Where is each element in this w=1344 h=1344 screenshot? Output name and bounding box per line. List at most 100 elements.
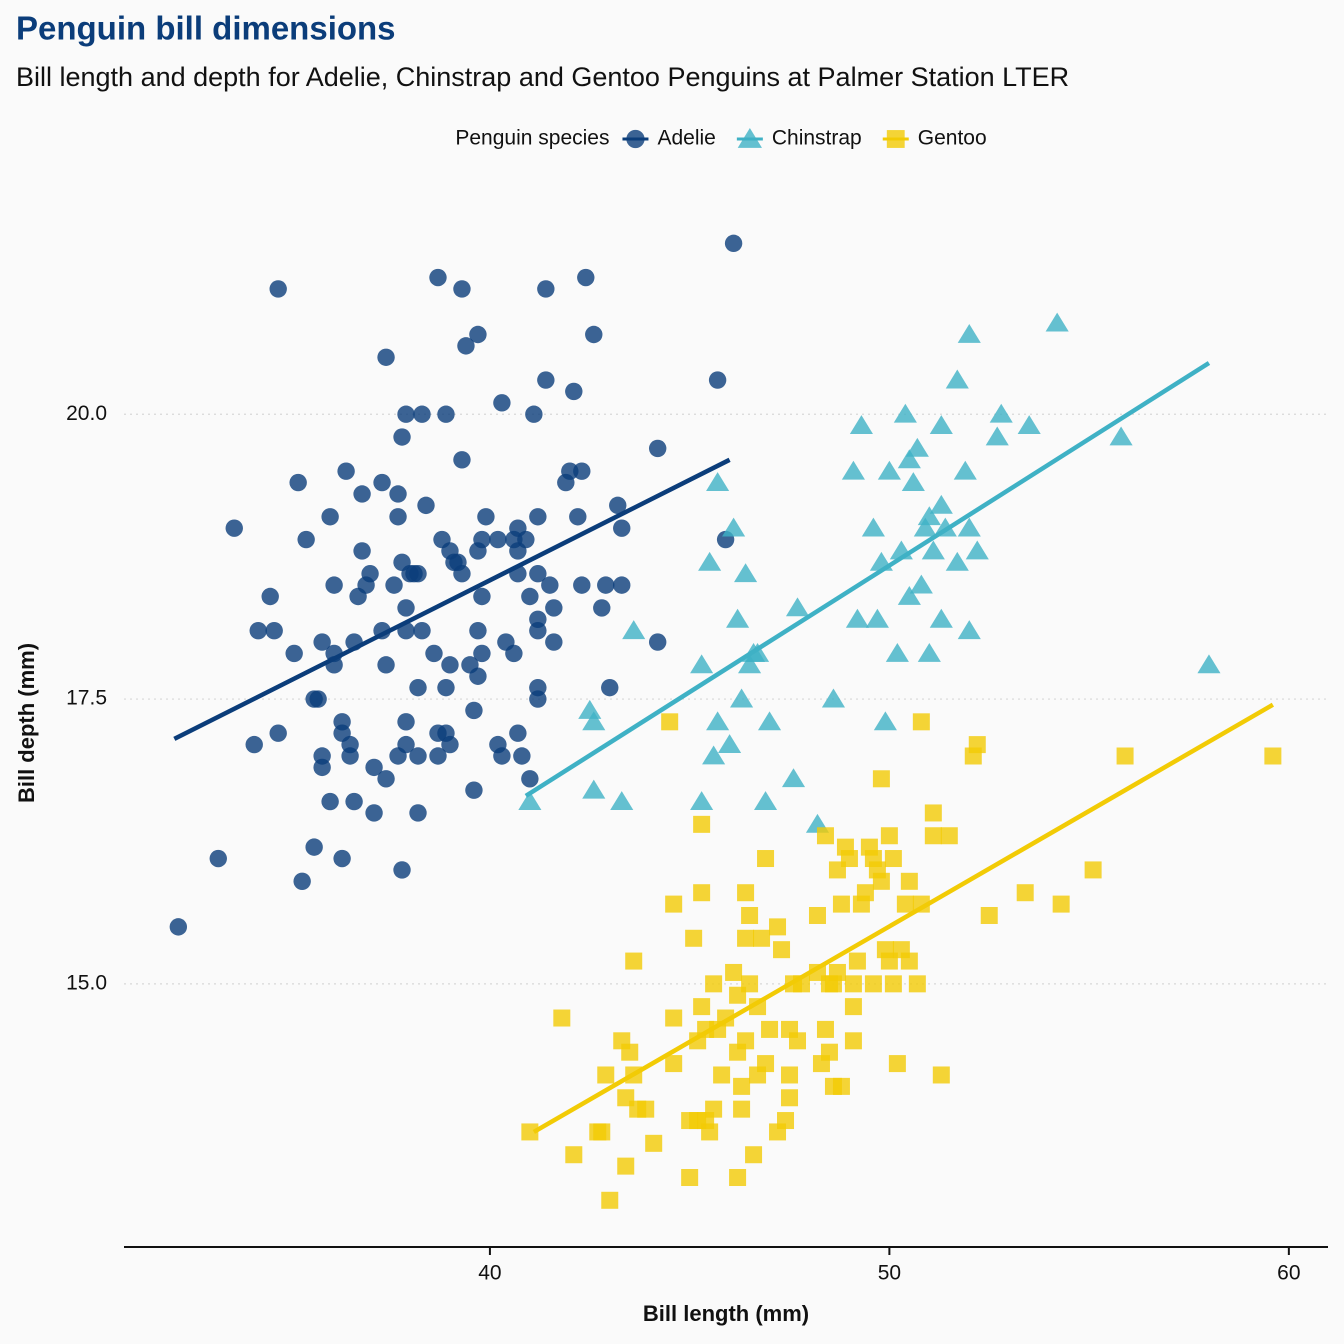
point (913, 517, 937, 537)
legend-label: Adelie (657, 127, 715, 150)
point (897, 586, 921, 605)
point (821, 688, 846, 708)
point (413, 405, 431, 423)
point (613, 576, 631, 594)
point (397, 405, 415, 423)
point (940, 827, 958, 845)
point (341, 735, 359, 754)
point (865, 608, 889, 628)
point (885, 642, 909, 662)
point (429, 268, 447, 287)
point (565, 1146, 583, 1164)
point (333, 849, 351, 868)
point (932, 1066, 950, 1084)
point (525, 405, 543, 423)
point (578, 699, 602, 719)
point (789, 1032, 807, 1050)
point (953, 460, 977, 480)
point (593, 599, 611, 617)
point (737, 1032, 755, 1050)
point (553, 1009, 571, 1027)
point (545, 599, 563, 617)
point (901, 472, 925, 491)
point (169, 918, 188, 936)
point (518, 791, 542, 810)
point (665, 1055, 683, 1073)
point (409, 804, 427, 822)
point (884, 975, 902, 993)
point (397, 599, 415, 617)
point (849, 415, 873, 435)
point (453, 280, 471, 298)
point (753, 929, 771, 947)
point (729, 1169, 747, 1187)
point (521, 587, 539, 606)
point (409, 747, 427, 765)
point (738, 654, 762, 674)
point (864, 975, 882, 993)
point (297, 530, 315, 549)
point (989, 403, 1013, 423)
point (929, 608, 953, 628)
point (473, 644, 491, 663)
point (757, 711, 782, 731)
point (621, 1043, 639, 1061)
point (537, 371, 555, 389)
y-tick-label: 20.0 (66, 402, 107, 425)
point (505, 644, 523, 663)
point (757, 850, 775, 868)
point (377, 656, 395, 674)
point (985, 426, 1009, 446)
point (724, 234, 743, 253)
point (313, 758, 331, 777)
point (844, 1032, 862, 1050)
point (601, 1191, 619, 1209)
point (610, 791, 634, 810)
legend-title: Penguin species (455, 127, 609, 150)
point (706, 711, 730, 731)
point (924, 804, 942, 822)
point (569, 508, 587, 526)
point (582, 779, 606, 799)
point (509, 724, 527, 742)
point (872, 872, 890, 890)
point (705, 1100, 723, 1118)
point (745, 1146, 763, 1164)
point (1052, 895, 1070, 913)
point (393, 861, 411, 879)
point (561, 462, 579, 480)
point (453, 565, 471, 583)
point (698, 551, 722, 571)
point (389, 508, 407, 526)
point (269, 280, 287, 298)
point (924, 827, 942, 845)
point (593, 1123, 611, 1141)
point (693, 998, 711, 1016)
point (353, 542, 371, 560)
point (321, 508, 339, 526)
point (209, 849, 227, 868)
point (726, 608, 750, 628)
point (1197, 654, 1221, 674)
point (848, 952, 866, 970)
point (493, 394, 511, 412)
point (832, 895, 850, 913)
point (457, 337, 475, 355)
point (773, 941, 791, 959)
point (529, 508, 547, 526)
point (785, 597, 810, 617)
point (521, 1123, 539, 1141)
point (713, 1066, 731, 1084)
point (648, 633, 667, 651)
point (441, 735, 459, 754)
point (437, 405, 455, 423)
point (622, 620, 646, 640)
point (365, 804, 383, 822)
point (761, 1020, 779, 1038)
point (469, 667, 487, 685)
point (601, 678, 619, 697)
point (893, 403, 917, 423)
point (708, 371, 727, 389)
point (897, 449, 921, 469)
point (377, 348, 395, 366)
